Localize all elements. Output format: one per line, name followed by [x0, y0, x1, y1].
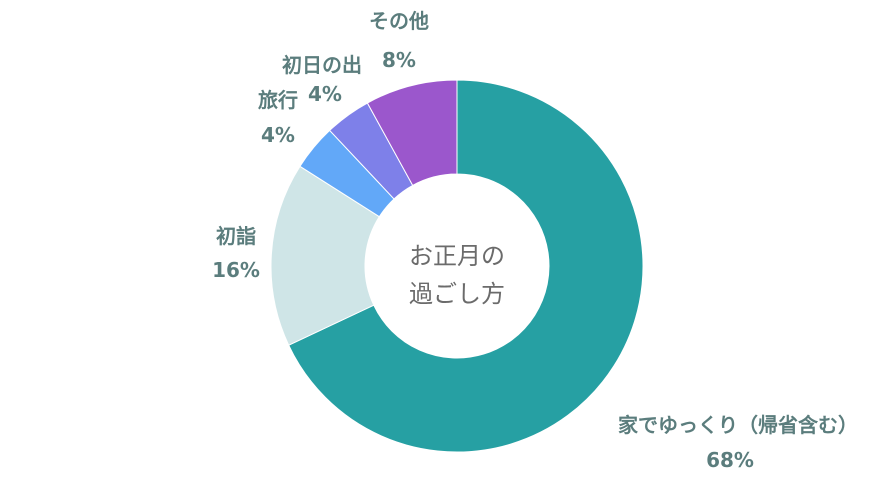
slice-value-label-4: 8%	[382, 48, 416, 72]
slice-label-1: 初詣	[216, 224, 256, 248]
slice-label-3: 初日の出	[282, 53, 362, 77]
slice-value-label-2: 4%	[261, 123, 295, 147]
slice-label-4: その他	[369, 9, 429, 33]
slice-label-2: 旅行	[258, 88, 298, 112]
center-label-line-2: 過ごし方	[409, 280, 505, 308]
center-label-line-1: お正月の	[409, 242, 505, 270]
slice-labels: 家でゆっくり（帰省含む） 68% 初詣 16% 旅行 4% 初日の出 4% その他 8%	[212, 9, 858, 472]
center-label: お正月の 過ごし方	[409, 242, 505, 308]
slice-label-0: 家でゆっくり（帰省含む）	[618, 413, 858, 437]
donut-slices	[270, 79, 644, 453]
donut-hole	[365, 174, 549, 358]
slice-value-label-1: 16%	[212, 258, 260, 282]
slice-value-label-3: 4%	[308, 82, 342, 106]
slice-value-label-0: 68%	[706, 448, 754, 472]
